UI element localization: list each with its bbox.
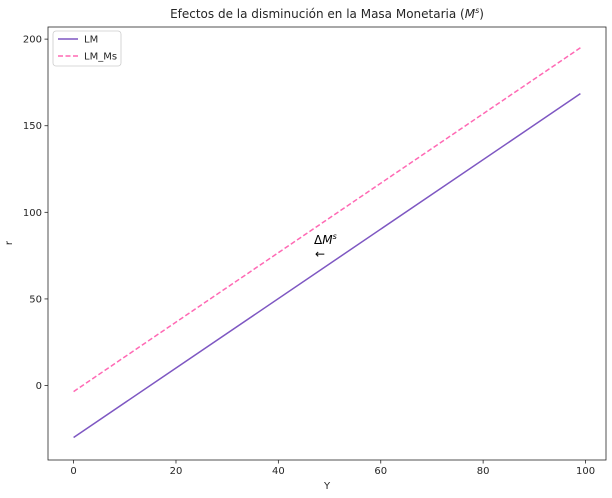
y-tick-label: 150: [23, 121, 42, 132]
x-axis-label: Y: [323, 481, 331, 492]
y-axis-label: r: [4, 240, 15, 245]
legend: LM LM_Ms: [52, 30, 122, 67]
legend-label-lm-ms: LM_Ms: [84, 52, 117, 63]
y-tick-label: 200: [23, 35, 42, 46]
chart-title: Efectos de la disminución en la Masa Mon…: [170, 6, 484, 21]
x-tick-label: 0: [70, 466, 76, 477]
plot-frame: [47, 26, 607, 461]
delta-ms-annotation: ΔMs ←: [314, 232, 337, 261]
x-tick-label: 100: [576, 466, 595, 477]
annotation-text: ΔMs: [314, 232, 337, 247]
x-tick-label: 40: [272, 466, 285, 477]
x-tick-label: 60: [374, 466, 387, 477]
series-line-lm: [73, 93, 581, 439]
x-tick-label: 20: [170, 466, 183, 477]
left-arrow-icon: ←: [315, 247, 325, 261]
x-tick-label: 80: [477, 466, 490, 477]
x-axis-ticks: 0 20 40 60 80 100: [70, 460, 595, 477]
series-layer: [73, 47, 581, 439]
y-tick-label: 0: [36, 381, 42, 392]
legend-label-lm: LM: [84, 35, 98, 46]
y-tick-label: 50: [29, 294, 42, 305]
series-line-lm-ms: [73, 47, 581, 393]
y-tick-label: 100: [23, 208, 42, 219]
y-axis-ticks: 0 50 100 150 200: [23, 35, 48, 392]
